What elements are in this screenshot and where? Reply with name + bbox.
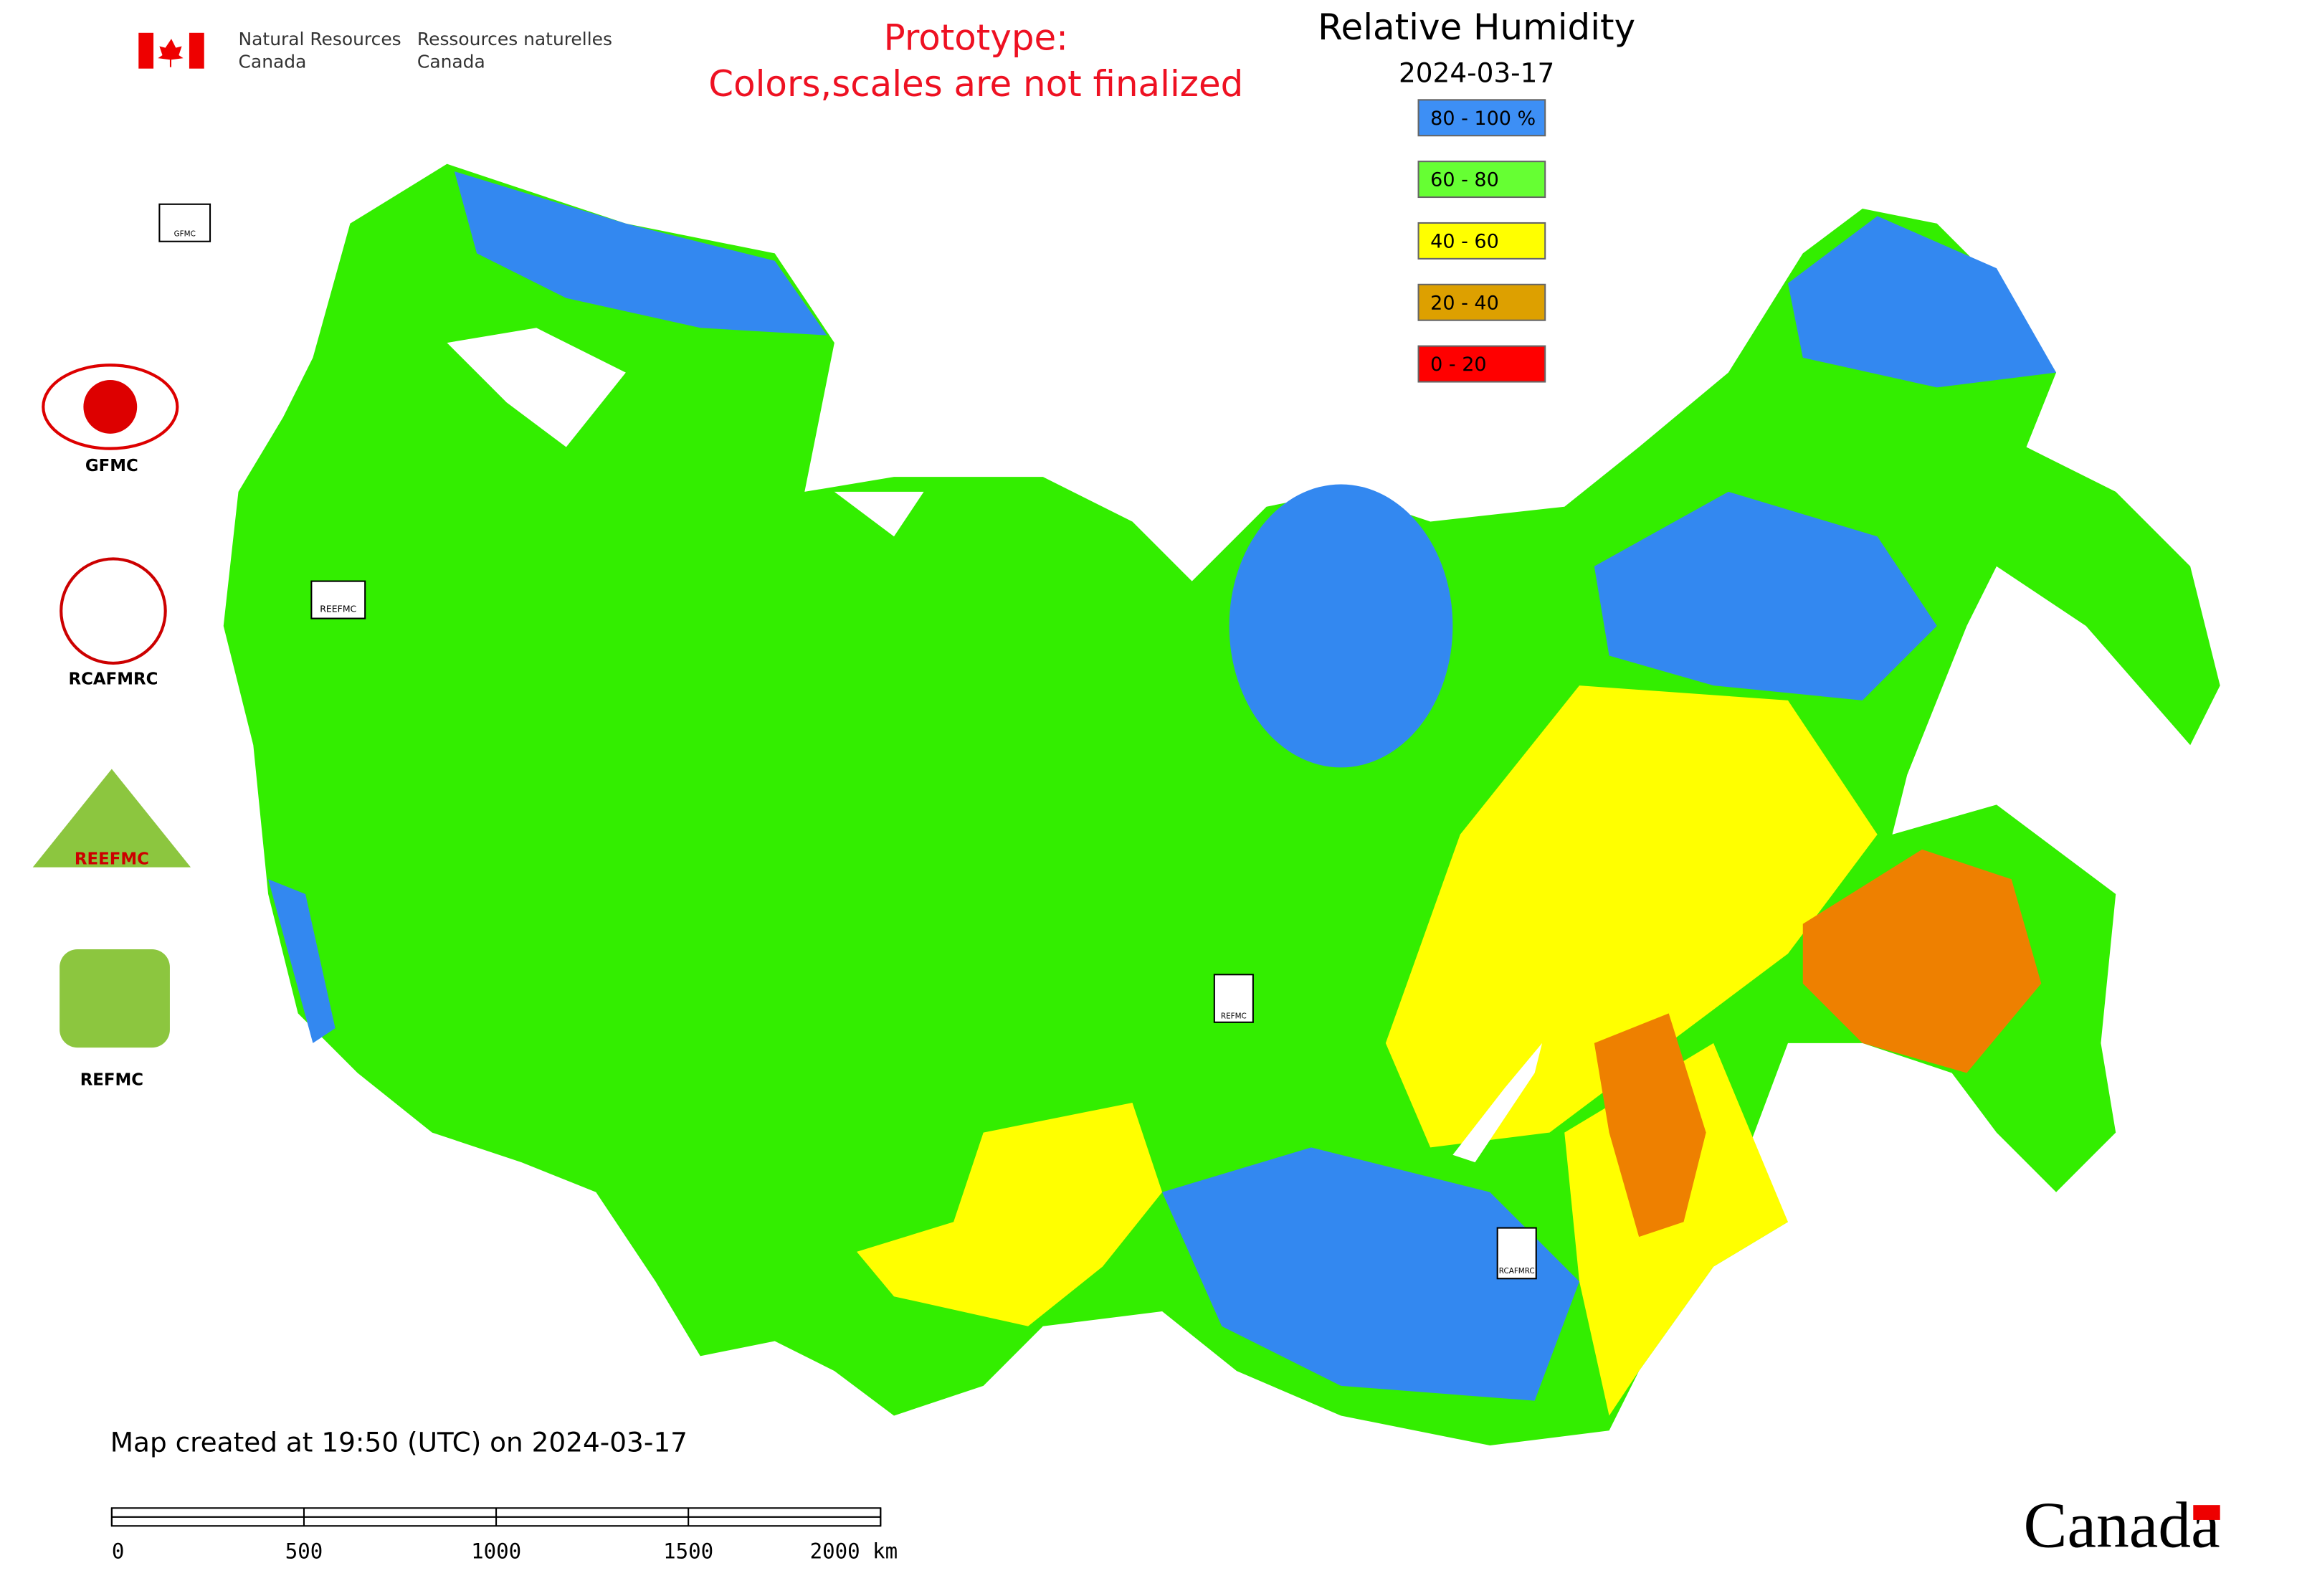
logo-label: RCAFMRC xyxy=(69,670,158,688)
scale-label: 2000 km xyxy=(810,1539,898,1564)
legend-swatch xyxy=(1417,222,1546,260)
logo-refmc xyxy=(60,949,170,1048)
flag-bar xyxy=(189,32,204,69)
scale-label: 1000 xyxy=(471,1539,521,1564)
map-title: Relative Humidity xyxy=(1318,6,1635,48)
dry-area xyxy=(1385,685,1878,1148)
marker-label: RCAFMRC xyxy=(1499,1267,1535,1276)
legend-swatch xyxy=(1417,99,1546,137)
humid-area xyxy=(268,879,336,1043)
agency-en: Natural Resources xyxy=(239,29,401,49)
logo-reefmc xyxy=(32,769,191,868)
canada-wordmark: Canada xyxy=(2024,1489,2220,1562)
logo-label: REFMC xyxy=(80,1070,143,1089)
sea xyxy=(447,328,626,447)
legend-label: 0 - 20 xyxy=(1430,353,1486,376)
marker-box xyxy=(310,580,366,619)
logo-rcafmrc xyxy=(60,557,167,665)
marker-label: REEFMC xyxy=(320,604,356,614)
legend-swatch xyxy=(1417,161,1546,199)
prototype-note: Prototype: xyxy=(884,17,1068,59)
logo-gfmc xyxy=(83,380,138,434)
logo-gfmc xyxy=(42,364,179,450)
legend: 80 - 100 % 60 - 80 40 - 60 20 - 40 0 - 20 xyxy=(1417,99,1546,383)
agency-signature: Natural Resources Canada Ressources natu… xyxy=(138,29,612,72)
scale-bar: 0 500 1000 1500 2000 km xyxy=(110,1507,898,1564)
map-timestamp: Map created at 19:50 (UTC) on 2024-03-17 xyxy=(110,1426,688,1458)
humid-area xyxy=(1162,1147,1580,1401)
legend-label: 40 - 60 xyxy=(1430,230,1499,252)
marker-box xyxy=(1213,974,1254,1023)
very-dry-area xyxy=(1802,849,2042,1073)
very-dry-area xyxy=(1594,1013,1706,1238)
humid-area xyxy=(1229,484,1453,768)
wordmark-flag xyxy=(2193,1505,2220,1520)
marker-label: GFMC xyxy=(174,229,196,238)
scale-label: 1500 xyxy=(663,1539,713,1564)
humid-area xyxy=(454,171,827,336)
marker-box xyxy=(1496,1227,1537,1280)
legend-swatch xyxy=(1417,345,1546,383)
scale-label: 0 xyxy=(112,1539,125,1564)
flag-bar xyxy=(138,32,154,69)
logo-label: GFMC xyxy=(85,457,138,475)
map xyxy=(223,163,2220,1446)
marker-label: REFMC xyxy=(1221,1012,1247,1020)
agency-fr: Canada xyxy=(417,51,485,72)
legend-label: 20 - 40 xyxy=(1430,292,1499,314)
marker-box xyxy=(158,203,211,242)
lake xyxy=(1452,1042,1543,1163)
legend-label: 80 - 100 % xyxy=(1430,108,1536,130)
legend-swatch xyxy=(1417,283,1546,321)
agency-en: Canada xyxy=(239,51,307,72)
partner-logos: GFMC RCAFMRC REEFMC REFMC xyxy=(32,364,191,1089)
humid-area xyxy=(1594,491,1937,700)
sea xyxy=(834,491,924,537)
agency-fr: Ressources naturelles xyxy=(417,29,612,49)
dry-area xyxy=(857,1103,1163,1326)
map-markers: GFMC REEFMC REFMC RCAFMRC xyxy=(158,203,1537,1280)
humid-area xyxy=(1787,216,2057,388)
maple-leaf xyxy=(158,39,184,67)
legend-label: 60 - 80 xyxy=(1430,169,1499,191)
scale-label: 500 xyxy=(285,1539,323,1564)
map-date: 2024-03-17 xyxy=(1399,57,1554,88)
logo-label: REEFMC xyxy=(75,850,149,869)
prototype-note: Colors,scales are not finalized xyxy=(708,63,1243,105)
